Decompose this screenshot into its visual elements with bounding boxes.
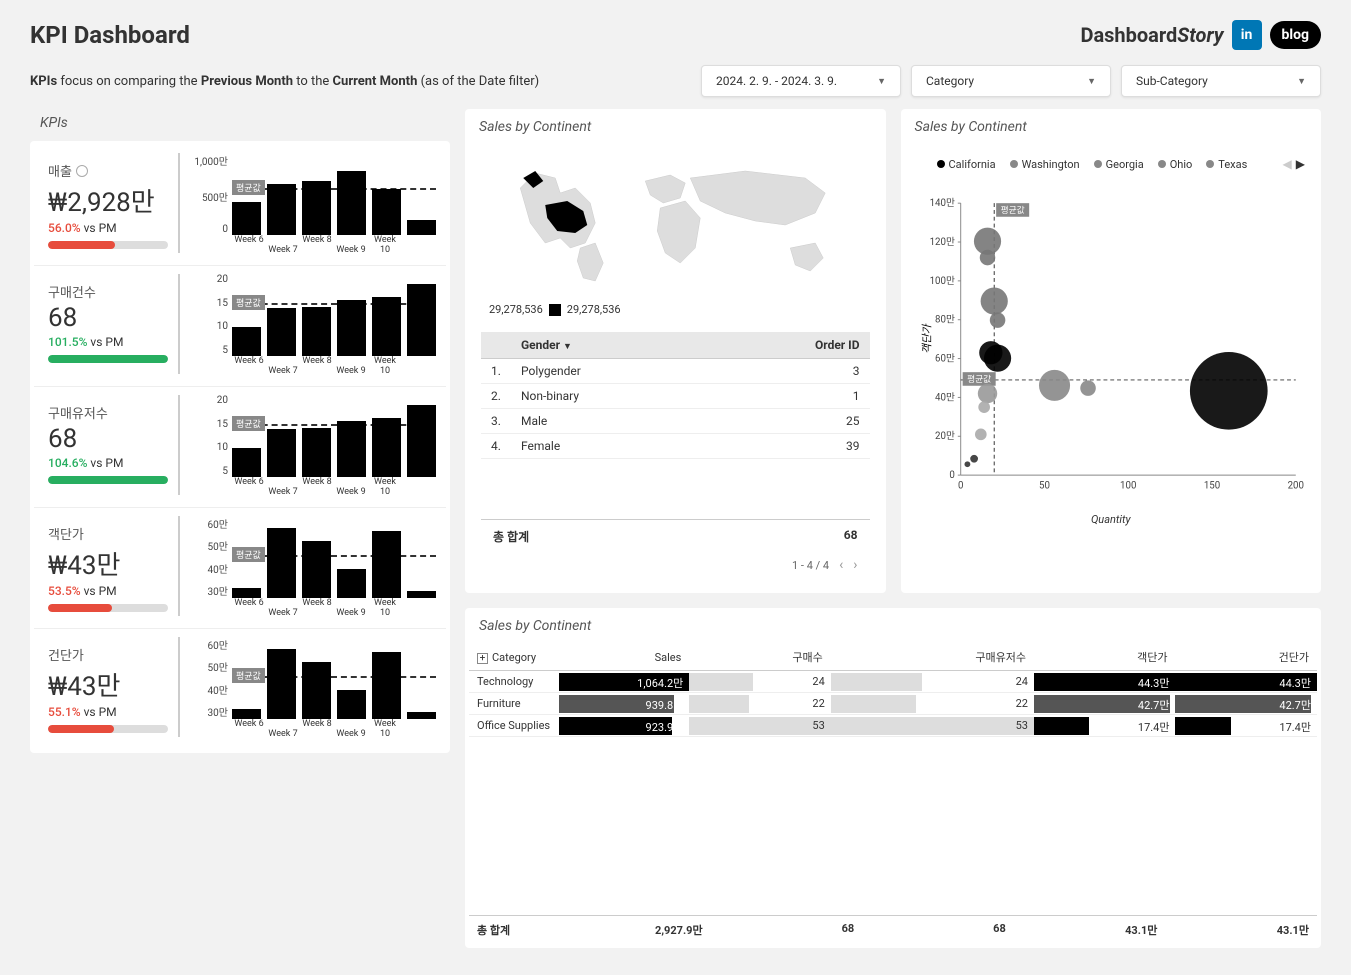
kpi-card: 구매건수 68 101.5% vs PM 2015105 평균값 Week 6W…	[34, 266, 446, 387]
kpi-label: 객단가	[48, 524, 174, 543]
map-legend: 29,278,53629,278,536	[481, 297, 870, 322]
gender-table: Gender ▼ Order ID 1.Polygender32.Non-bin…	[481, 332, 870, 459]
svg-text:120만: 120만	[929, 236, 954, 248]
svg-text:80만: 80만	[935, 314, 955, 326]
category-total-row: 총 합계2,927.9만686843.1만43.1만	[469, 915, 1317, 944]
kpi-bar-chart[interactable]: 60만50만40만30만 평균값 Week 6Week 7Week 8Week …	[188, 516, 440, 616]
kpi-value: ₩43만	[48, 545, 174, 582]
subcategory-filter[interactable]: Sub-Category▼	[1121, 65, 1321, 97]
kpi-card: 객단가 ₩43만 53.5% vs PM 60만50만40만30만 평균값 We…	[34, 508, 446, 629]
svg-text:평균값: 평균값	[967, 373, 991, 385]
legend-item[interactable]: Georgia	[1094, 158, 1144, 171]
kpi-value: ₩43만	[48, 666, 174, 703]
table-row[interactable]: 3.Male25	[481, 409, 870, 434]
kpi-progress-bar	[48, 241, 168, 249]
sort-icon[interactable]: ▼	[563, 342, 572, 352]
map-panel-title: Sales by Continent	[469, 113, 882, 145]
svg-text:140만: 140만	[929, 197, 954, 209]
scatter-chart[interactable]: 140만 120만 100만 80만 60만 40만 20만 00 50 100 150 200 객단가…	[917, 179, 1306, 509]
kpi-progress-bar	[48, 476, 168, 484]
linkedin-icon[interactable]: in	[1232, 20, 1262, 50]
kpi-label: 매출	[48, 161, 174, 180]
svg-text:60만: 60만	[935, 352, 955, 364]
svg-text:20만: 20만	[935, 430, 955, 442]
subheader-text: KPIs focus on comparing the Previous Mon…	[30, 74, 539, 89]
kpi-value: 68	[48, 303, 174, 333]
svg-text:평균값: 평균값	[1000, 204, 1024, 216]
brand-logo: DashboardStory	[1080, 23, 1223, 47]
clock-icon	[76, 165, 88, 177]
pager-next[interactable]: ›	[853, 557, 857, 573]
kpis-panel-title: KPIs	[30, 109, 450, 141]
svg-text:100: 100	[1120, 481, 1136, 492]
scatter-legend: California Washington Georgia Ohio Texas ◀ ▶	[917, 153, 1306, 179]
svg-text:50: 50	[1039, 481, 1050, 492]
blog-link[interactable]: blog	[1270, 21, 1321, 49]
kpi-bar-chart[interactable]: 1,000만500만0 평균값 Week 6Week 7Week 8Week 9…	[188, 153, 440, 253]
kpi-label: 건단가	[48, 645, 174, 664]
chevron-down-icon: ▼	[877, 76, 886, 87]
category-table: +CategorySales구매수구매유저수객단가건단가 Technology1…	[469, 644, 1317, 737]
kpi-bar-chart[interactable]: 60만50만40만30만 평균값 Week 6Week 7Week 8Week …	[188, 637, 440, 737]
legend-item[interactable]: Ohio	[1158, 158, 1193, 171]
kpi-card: 건단가 ₩43만 55.1% vs PM 60만50만40만30만 평균값 We…	[34, 629, 446, 749]
kpis-panel: 매출 ₩2,928만 56.0% vs PM 1,000만500만0 평균값 W…	[30, 141, 450, 753]
table-pager: 1 - 4 / 4 ‹ ›	[481, 553, 870, 581]
gender-total-value: 68	[844, 528, 858, 545]
gender-total-label: 총 합계	[493, 528, 529, 545]
table-row[interactable]: Technology1,064.2만242444.3만44.3만	[469, 671, 1317, 693]
kpi-delta: 104.6% vs PM	[48, 456, 174, 470]
svg-text:0: 0	[949, 470, 954, 481]
legend-prev[interactable]: ◀	[1283, 157, 1292, 171]
kpi-delta: 53.5% vs PM	[48, 584, 174, 598]
table-row[interactable]: 1.Polygender3	[481, 359, 870, 384]
table-row[interactable]: Office Supplies923.9만535317.4만17.4만	[469, 715, 1317, 737]
table-row[interactable]: 4.Female39	[481, 434, 870, 459]
world-map[interactable]	[481, 153, 870, 293]
kpi-card: 구매유저수 68 104.6% vs PM 2015105 평균값 Week 6…	[34, 387, 446, 508]
page-title: KPI Dashboard	[30, 21, 190, 49]
kpi-label: 구매유저수	[48, 403, 174, 422]
kpi-delta: 56.0% vs PM	[48, 221, 174, 235]
legend-next[interactable]: ▶	[1296, 157, 1305, 171]
legend-item[interactable]: Texas	[1206, 158, 1247, 171]
kpi-value: 68	[48, 424, 174, 454]
svg-text:200: 200	[1287, 481, 1303, 492]
kpi-card: 매출 ₩2,928만 56.0% vs PM 1,000만500만0 평균값 W…	[34, 145, 446, 266]
scatter-panel-title: Sales by Continent	[905, 113, 1318, 145]
legend-item[interactable]: Washington	[1010, 158, 1080, 171]
kpi-bar-chart[interactable]: 2015105 평균값 Week 6Week 7Week 8Week 9Week…	[188, 274, 440, 374]
kpi-delta: 55.1% vs PM	[48, 705, 174, 719]
kpi-progress-bar	[48, 355, 168, 363]
category-filter[interactable]: Category▼	[911, 65, 1111, 97]
legend-item[interactable]: California	[937, 158, 996, 171]
kpi-label: 구매건수	[48, 282, 174, 301]
kpi-progress-bar	[48, 604, 168, 612]
chevron-down-icon: ▼	[1087, 76, 1096, 87]
svg-text:객단가: 객단가	[920, 323, 933, 354]
scatter-x-label: Quantity	[917, 513, 1306, 526]
kpi-delta: 101.5% vs PM	[48, 335, 174, 349]
expand-icon[interactable]: +	[477, 653, 488, 664]
table-row[interactable]: Furniture939.8만222242.7만42.7만	[469, 693, 1317, 715]
svg-text:0: 0	[957, 481, 962, 492]
kpi-value: ₩2,928만	[48, 182, 174, 219]
chevron-down-icon: ▼	[1297, 76, 1306, 87]
pager-prev[interactable]: ‹	[839, 557, 843, 573]
category-panel-title: Sales by Continent	[469, 612, 1317, 644]
kpi-bar-chart[interactable]: 2015105 평균값 Week 6Week 7Week 8Week 9Week…	[188, 395, 440, 495]
svg-text:100만: 100만	[929, 275, 954, 287]
table-row[interactable]: 2.Non-binary1	[481, 384, 870, 409]
kpi-progress-bar	[48, 725, 168, 733]
svg-text:40만: 40만	[935, 391, 955, 403]
svg-text:150: 150	[1203, 481, 1219, 492]
date-filter[interactable]: 2024. 2. 9. - 2024. 3. 9.▼	[701, 65, 901, 97]
